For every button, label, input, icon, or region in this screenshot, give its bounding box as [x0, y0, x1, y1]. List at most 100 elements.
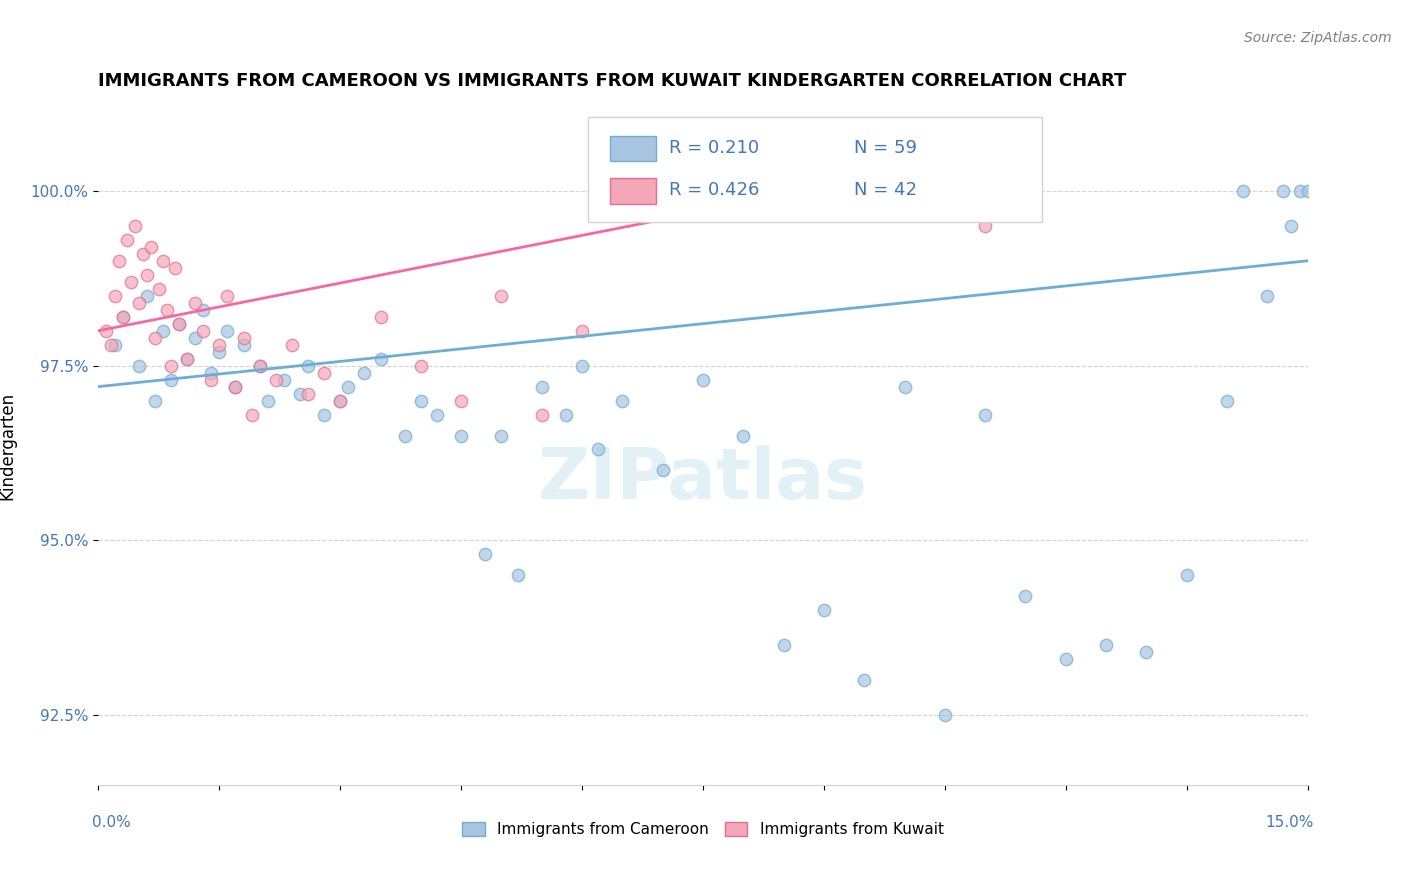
Point — [217, 324, 239, 338]
Point — [167, 317, 190, 331]
Point — [409, 359, 432, 373]
FancyBboxPatch shape — [588, 117, 1042, 222]
Point — [232, 337, 254, 351]
Point — [249, 359, 271, 373]
Point — [733, 428, 755, 442]
Point — [143, 331, 166, 345]
Point — [314, 408, 336, 422]
Point — [135, 268, 157, 282]
Point — [329, 393, 352, 408]
Point — [193, 324, 215, 338]
Point — [1281, 219, 1303, 233]
Point — [208, 344, 231, 359]
Point — [586, 442, 609, 457]
Point — [692, 184, 714, 198]
Point — [111, 310, 134, 324]
Point — [1175, 568, 1198, 582]
Point — [100, 337, 122, 351]
Point — [612, 393, 634, 408]
Point — [1095, 638, 1118, 652]
Point — [530, 379, 553, 393]
Point — [103, 337, 125, 351]
Point — [184, 295, 207, 310]
Point — [160, 359, 183, 373]
Point — [329, 393, 352, 408]
Point — [135, 289, 157, 303]
Point — [853, 673, 876, 687]
Point — [184, 331, 207, 345]
Point — [974, 219, 997, 233]
Point — [1216, 393, 1239, 408]
Point — [167, 317, 190, 331]
Text: R = 0.210: R = 0.210 — [669, 139, 759, 157]
Point — [111, 310, 134, 324]
Point — [692, 373, 714, 387]
Point — [156, 302, 179, 317]
Point — [394, 428, 416, 442]
Point — [337, 379, 360, 393]
Point — [772, 638, 794, 652]
Point — [474, 547, 496, 561]
Point — [264, 373, 287, 387]
Point — [115, 233, 138, 247]
Y-axis label: Kindergarten: Kindergarten — [0, 392, 17, 500]
Point — [426, 408, 449, 422]
Point — [148, 282, 170, 296]
Point — [163, 260, 186, 275]
Point — [273, 373, 295, 387]
Point — [1256, 289, 1278, 303]
Point — [571, 324, 593, 338]
Point — [1288, 184, 1310, 198]
Point — [249, 359, 271, 373]
Point — [152, 324, 174, 338]
Legend: Immigrants from Cameroon, Immigrants from Kuwait: Immigrants from Cameroon, Immigrants fro… — [454, 814, 952, 845]
Point — [353, 366, 375, 380]
Point — [224, 379, 246, 393]
Point — [193, 302, 215, 317]
Point — [314, 366, 336, 380]
Text: 0.0%: 0.0% — [93, 815, 131, 830]
Text: 15.0%: 15.0% — [1265, 815, 1313, 830]
Point — [1296, 184, 1319, 198]
Text: IMMIGRANTS FROM CAMEROON VS IMMIGRANTS FROM KUWAIT KINDERGARTEN CORRELATION CHAR: IMMIGRANTS FROM CAMEROON VS IMMIGRANTS F… — [98, 72, 1126, 90]
Point — [160, 373, 183, 387]
Point — [124, 219, 146, 233]
Point — [491, 289, 513, 303]
Point — [1232, 184, 1254, 198]
Point — [217, 289, 239, 303]
Point — [370, 310, 392, 324]
Point — [152, 253, 174, 268]
Point — [1272, 184, 1295, 198]
Point — [128, 359, 150, 373]
Text: ZIPatlas: ZIPatlas — [538, 445, 868, 515]
Point — [1054, 652, 1077, 666]
Point — [103, 289, 125, 303]
Text: N = 42: N = 42 — [855, 181, 917, 200]
Point — [208, 337, 231, 351]
Point — [281, 337, 304, 351]
Point — [297, 386, 319, 401]
Point — [651, 463, 673, 477]
Point — [240, 408, 263, 422]
FancyBboxPatch shape — [610, 178, 655, 204]
Point — [96, 324, 118, 338]
Point — [143, 393, 166, 408]
FancyBboxPatch shape — [610, 136, 655, 161]
Point — [450, 428, 472, 442]
Point — [132, 247, 155, 261]
Point — [370, 351, 392, 366]
Point — [555, 408, 578, 422]
Point — [1014, 589, 1036, 603]
Point — [409, 393, 432, 408]
Point — [128, 295, 150, 310]
Point — [974, 408, 997, 422]
Point — [176, 351, 198, 366]
Point — [200, 366, 222, 380]
Point — [139, 240, 162, 254]
Point — [893, 379, 915, 393]
Text: N = 59: N = 59 — [855, 139, 917, 157]
Point — [530, 408, 553, 422]
Point — [107, 253, 129, 268]
Point — [450, 393, 472, 408]
Point — [120, 275, 142, 289]
